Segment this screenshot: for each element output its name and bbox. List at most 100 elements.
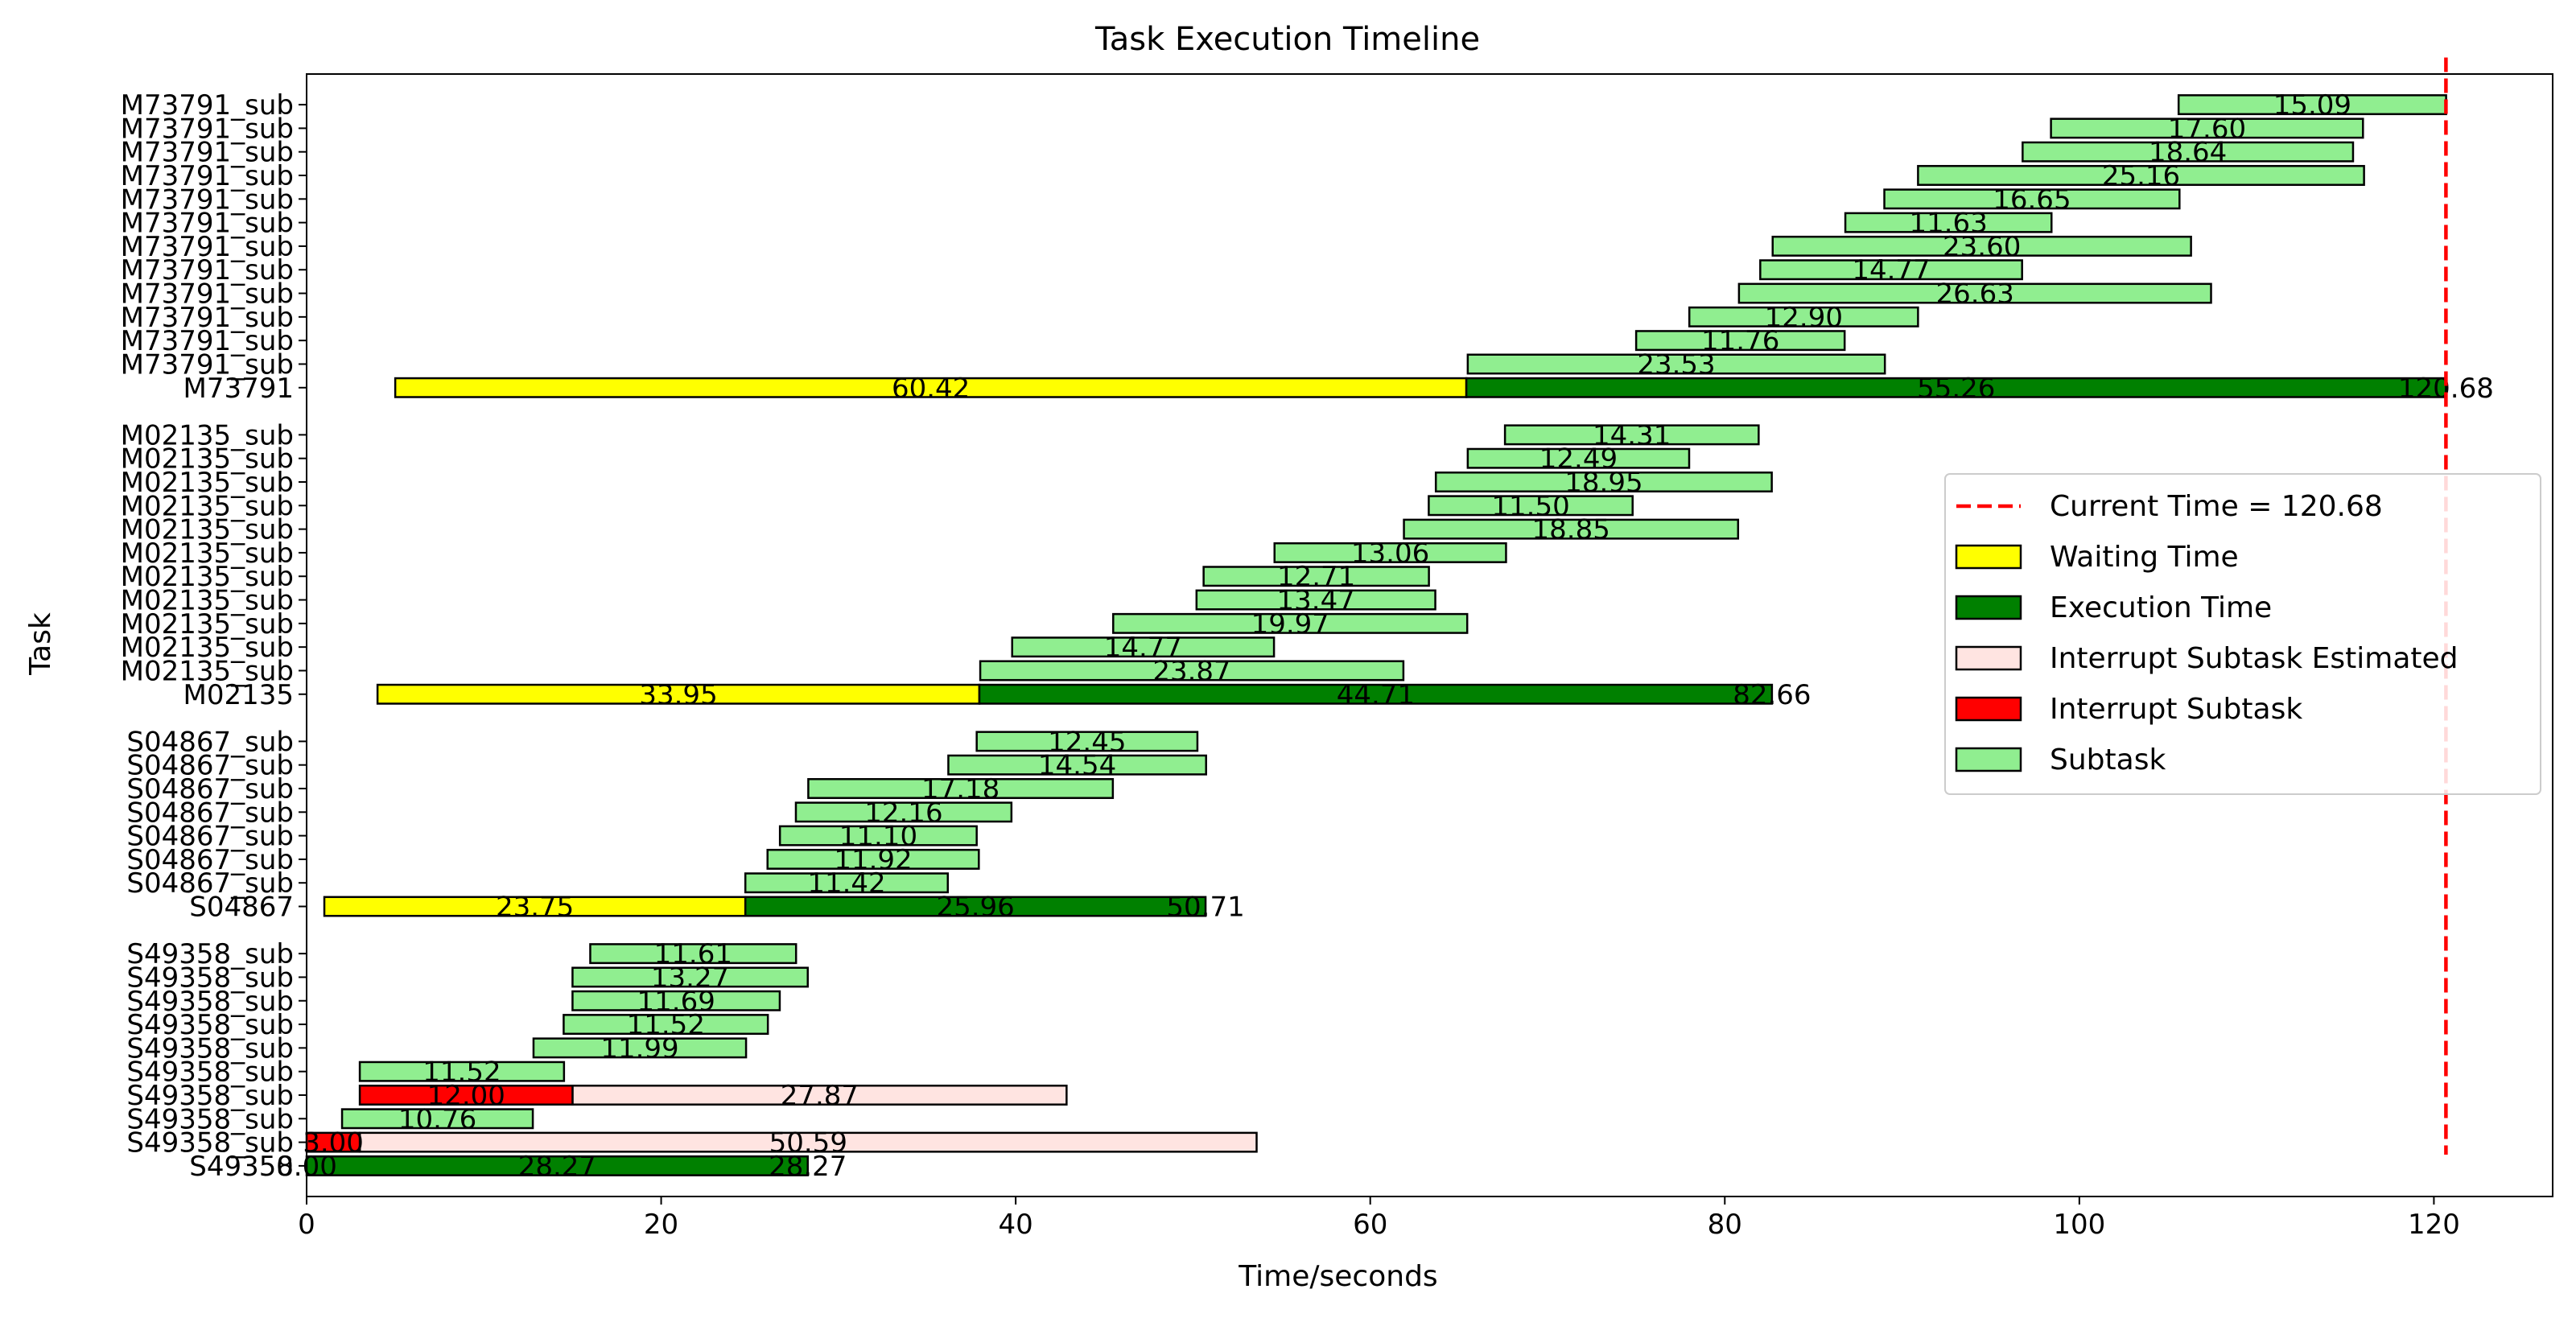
bar-value-label: 11.69	[637, 986, 715, 1018]
bar-value-label: 0.00	[276, 1151, 337, 1183]
bar-subtask	[1466, 447, 1691, 469]
bar-interrupt	[358, 1085, 574, 1106]
bar-value-label: 25.16	[2102, 160, 2180, 192]
bar-subtask	[571, 966, 809, 988]
bar-execution	[744, 896, 1207, 917]
bar-end-label: 82.66	[1733, 679, 1811, 711]
bar-subtask	[2022, 141, 2355, 163]
bar-value-label: 55.26	[1917, 373, 1995, 405]
bar-subtask	[744, 872, 950, 894]
bar-value-label: 27.87	[781, 1080, 859, 1112]
bar-subtask	[1759, 259, 2023, 281]
legend-label: Waiting Time	[2050, 541, 2239, 574]
bar-value-label: 13.27	[651, 962, 729, 994]
bar-subtask	[571, 990, 781, 1011]
bar-value-label: 14.54	[1038, 750, 1116, 782]
bar-execution	[305, 1155, 809, 1176]
bar-value-label: 11.61	[654, 938, 732, 970]
bar-interrupt	[305, 1131, 361, 1153]
legend-label: Execution Time	[2050, 591, 2272, 624]
bar-value-label: 11.42	[807, 867, 885, 900]
bar-value-label: 11.10	[839, 821, 917, 853]
bar-subtask	[1771, 235, 2192, 257]
bar-subtask	[1403, 518, 1740, 540]
bar-subtask	[975, 731, 1199, 752]
bar-value-label: 18.95	[1564, 467, 1642, 499]
x-tick-label: 0	[298, 1209, 315, 1241]
bar-value-label: 16.65	[1993, 183, 2071, 216]
bar-subtask	[358, 1061, 566, 1082]
bar-value-label: 25.96	[936, 892, 1014, 924]
y-tick-label: M73791	[183, 373, 295, 405]
bar-subtask	[1737, 282, 2212, 304]
bar-end-label: 28.27	[769, 1151, 847, 1183]
y-tick-label: M02135	[183, 679, 295, 711]
y-axis-label: Task	[24, 612, 57, 676]
bar-value-label: 14.77	[1852, 254, 1930, 286]
y-tick-label: M02135_sub	[121, 585, 294, 617]
y-tick-label: M73791_sub	[121, 325, 294, 357]
y-tick-label: S04867_sub	[126, 821, 294, 853]
bar-value-label: 17.18	[921, 773, 999, 805]
legend-label: Subtask	[2050, 743, 2166, 776]
bar-subtask	[1844, 212, 2053, 233]
y-tick-label: S49358_sub	[126, 1080, 294, 1112]
bar-value-label: 28.27	[518, 1151, 596, 1183]
bar-value-label: 23.53	[1637, 348, 1715, 381]
legend-swatch-interrupt-estimated	[1955, 645, 2022, 671]
bar-value-label: 12.49	[1539, 443, 1618, 476]
y-tick-label: M73791_sub	[121, 113, 294, 145]
y-tick-label: M73791_sub	[121, 302, 294, 334]
y-tick-label: M73791_sub	[121, 254, 294, 286]
y-tick-label: S49358	[189, 1151, 294, 1183]
bar-value-label: 11.52	[422, 1056, 501, 1089]
bar-value-label: 15.09	[2273, 89, 2351, 122]
y-tick-label: M02135_sub	[121, 655, 294, 687]
legend: Current Time = 120.68 Waiting Time Executi…	[1944, 473, 2541, 795]
y-tick-label: S04867_sub	[126, 844, 294, 876]
bar-subtask	[1883, 188, 2181, 210]
bar-subtask	[794, 801, 1013, 823]
bar-execution	[1465, 377, 2447, 398]
legend-box	[1944, 473, 2541, 795]
y-tick-label: M73791_sub	[121, 183, 294, 216]
y-tick-label: M73791_sub	[121, 348, 294, 381]
y-tick-label: M02135_sub	[121, 490, 294, 522]
legend-swatch-interrupt	[1955, 696, 2022, 722]
bar-subtask	[340, 1108, 534, 1130]
bar-value-label: 3.00	[303, 1127, 364, 1159]
bar-value-label: 12.45	[1048, 726, 1126, 758]
y-tick-label: M02135_sub	[121, 537, 294, 570]
y-tick-label: M73791_sub	[121, 208, 294, 240]
bar-value-label: 23.87	[1152, 655, 1230, 687]
bar-value-label: 14.77	[1104, 632, 1182, 664]
y-tick-label: M02135_sub	[121, 443, 294, 476]
bar-subtask	[947, 754, 1207, 776]
bar-value-label: 26.63	[1936, 278, 2014, 311]
y-tick-label: S49358_sub	[126, 1103, 294, 1135]
bar-subtask	[1634, 330, 1846, 352]
y-tick-label: M73791_sub	[121, 278, 294, 311]
plot-frame	[306, 73, 2553, 1197]
y-tick-label: M02135_sub	[121, 608, 294, 640]
y-tick-label: S49358_sub	[126, 938, 294, 970]
y-tick-label: S49358_sub	[126, 962, 294, 994]
bar-value-label: 13.47	[1277, 585, 1355, 617]
bar-execution	[978, 683, 1774, 705]
bar-subtask	[1011, 636, 1276, 658]
y-tick-label: S04867_sub	[126, 726, 294, 758]
bar-value-label: 44.71	[1337, 679, 1415, 711]
legend-label: Interrupt Subtask	[2050, 693, 2302, 726]
y-tick-label: M02135_sub	[121, 632, 294, 664]
y-tick-label: S49358_sub	[126, 1009, 294, 1041]
x-tick-label: 40	[999, 1209, 1033, 1241]
bar-subtask	[563, 1014, 769, 1036]
bar-subtask	[1917, 165, 2365, 186]
bar-value-label: 12.00	[427, 1080, 505, 1112]
bar-value-label: 11.92	[834, 844, 912, 876]
bar-value-label: 13.06	[1351, 537, 1429, 570]
y-tick-label: M02135_sub	[121, 419, 294, 451]
